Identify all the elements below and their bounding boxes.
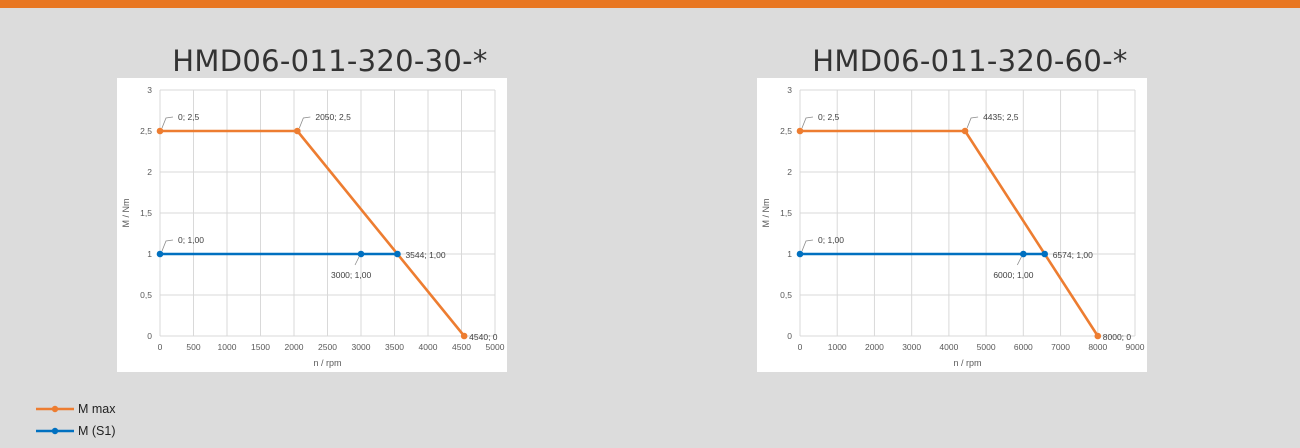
y-axis-label: M / Nm [761, 199, 771, 228]
data-point-m-s1 [796, 250, 804, 258]
top-accent-bar [0, 0, 1300, 8]
legend-label-m-max: M max [78, 402, 116, 416]
x-tick-label: 4500 [452, 342, 471, 352]
y-tick-label: 3 [787, 85, 792, 95]
label-leader-line [161, 239, 174, 252]
x-tick-label: 7000 [1051, 342, 1070, 352]
data-point-m-max [460, 332, 468, 340]
y-tick-label: 2,5 [780, 126, 792, 136]
data-point-m-max [156, 127, 164, 135]
chart-2-svg: 0 1000 2000 3000 4000 5000 6000 7000 8000 9000 0 0,… [761, 85, 1145, 368]
x-axis-label: n / rpm [953, 358, 981, 368]
x-tick-label: 0 [158, 342, 163, 352]
x-tick-label: 8000 [1088, 342, 1107, 352]
data-point-m-s1 [156, 250, 164, 258]
data-point-m-s1 [1041, 250, 1048, 258]
y-tick-label: 1,5 [780, 208, 792, 218]
y-tick-label: 0,5 [140, 290, 152, 300]
legend-marker-m-s1 [51, 427, 59, 435]
data-point-m-max [961, 127, 969, 135]
label-leader-line [801, 116, 814, 129]
x-tick-label: 4000 [939, 342, 958, 352]
x-tick-label: 2000 [865, 342, 884, 352]
x-tick-label: 5000 [486, 342, 505, 352]
label-leader-line [161, 116, 174, 129]
legend-item-m-max: M max [34, 398, 116, 420]
series-line-m-max [160, 129, 466, 337]
legend-swatch-m-max [36, 405, 74, 413]
label-leader-line [1016, 256, 1022, 266]
data-label: 4435; 2,5 [983, 112, 1019, 122]
y-tick-label: 3 [147, 85, 152, 95]
x-tick-label: 2500 [318, 342, 337, 352]
data-label: 6000; 1,00 [993, 270, 1033, 280]
legend-swatch-m-s1 [36, 427, 74, 435]
data-label: 4540; 0 [469, 332, 498, 342]
y-tick-label: 0 [147, 331, 152, 341]
y-tick-label: 1 [787, 249, 792, 259]
data-label: 3544; 1,00 [405, 250, 445, 260]
data-label: 2050; 2,5 [315, 112, 351, 122]
label-leader-line [801, 239, 814, 252]
data-label: 0; 2,5 [818, 112, 840, 122]
legend-item-m-s1: M (S1) [34, 420, 116, 442]
data-label: 6574; 1,00 [1053, 250, 1093, 260]
x-tick-label: 5000 [977, 342, 996, 352]
x-tick-label: 0 [798, 342, 803, 352]
chart-1-title: HMD06-011-320-30-* [172, 44, 488, 78]
data-point-m-max [1094, 332, 1102, 340]
y-tick-label: 2 [787, 167, 792, 177]
x-tick-label: 1000 [218, 342, 237, 352]
y-axis-label: M / Nm [121, 199, 131, 228]
y-tick-label: 2 [147, 167, 152, 177]
data-label: 0; 1,00 [818, 235, 844, 245]
label-leader-line [354, 256, 360, 266]
x-tick-label: 1500 [251, 342, 270, 352]
x-tick-label: 500 [186, 342, 200, 352]
y-tick-label: 0,5 [780, 290, 792, 300]
data-point-m-max [294, 127, 301, 135]
data-label: 8000; 0 [1103, 332, 1132, 342]
legend: M max M (S1) [34, 398, 116, 442]
x-tick-label: 3500 [385, 342, 404, 352]
x-tick-label: 1000 [828, 342, 847, 352]
x-tick-label: 4000 [419, 342, 438, 352]
chart-1-svg: 0 500 1000 1500 2000 2500 3000 3500 4000 4500 5000… [121, 85, 505, 368]
y-tick-label: 0 [787, 331, 792, 341]
chart-1-panel: 0 500 1000 1500 2000 2500 3000 3500 4000 4500 5000… [117, 78, 507, 372]
chart-2-title: HMD06-011-320-60-* [812, 44, 1128, 78]
data-point-m-s1 [1020, 250, 1027, 258]
y-tick-label: 2,5 [140, 126, 152, 136]
data-point-m-s1 [357, 250, 365, 258]
x-axis-label: n / rpm [313, 358, 341, 368]
x-tick-label: 2000 [285, 342, 304, 352]
label-leader-line [966, 116, 979, 129]
data-label: 0; 2,5 [178, 112, 200, 122]
legend-label-m-s1: M (S1) [78, 424, 116, 438]
data-label: 0; 1,00 [178, 235, 204, 245]
label-leader-line [298, 116, 311, 129]
y-tick-label: 1,5 [140, 208, 152, 218]
data-point-m-max [796, 127, 804, 135]
x-tick-label: 3000 [902, 342, 921, 352]
legend-marker-m-max [51, 405, 59, 413]
data-point-m-s1 [394, 250, 401, 258]
y-tick-label: 1 [147, 249, 152, 259]
x-tick-label: 3000 [352, 342, 371, 352]
x-tick-label: 6000 [1014, 342, 1033, 352]
x-tick-label: 9000 [1126, 342, 1145, 352]
data-label: 3000; 1,00 [331, 270, 371, 280]
chart-2-panel: 0 1000 2000 3000 4000 5000 6000 7000 8000 9000 0 0,… [757, 78, 1147, 372]
